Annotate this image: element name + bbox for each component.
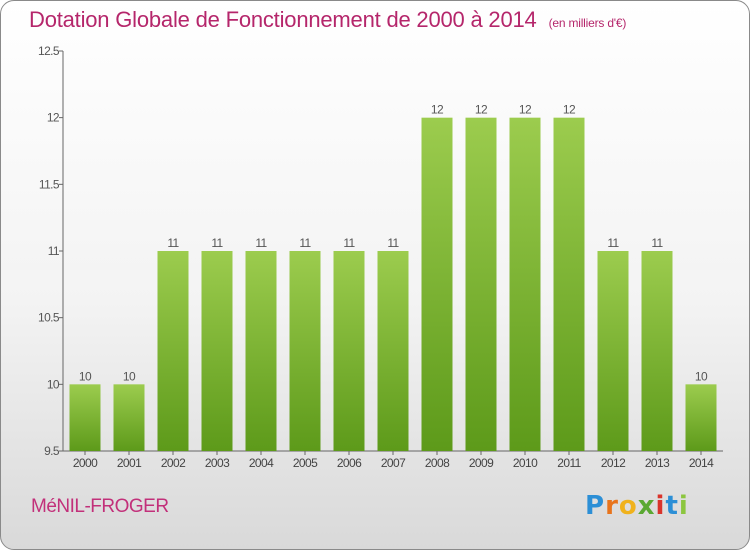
data-label: 11	[299, 236, 311, 250]
data-label: 12	[519, 103, 532, 117]
data-label: 11	[211, 236, 223, 250]
logo-letter: r	[605, 491, 619, 521]
logo-letter: i	[678, 491, 689, 521]
commune-name: MéNIL-FROGER	[31, 496, 169, 517]
data-label: 11	[651, 236, 663, 250]
y-tick-label: 10.5	[38, 311, 60, 325]
data-label: 12	[563, 103, 576, 117]
x-tick-label: 2002	[161, 456, 186, 470]
bar	[421, 117, 453, 452]
bar	[597, 251, 629, 451]
x-tick-label: 2006	[337, 456, 362, 470]
x-tick-label: 2012	[601, 456, 626, 470]
data-label: 11	[607, 236, 619, 250]
logo-letter: P	[585, 491, 606, 521]
data-label: 10	[695, 369, 708, 383]
data-label: 10	[79, 369, 92, 383]
bar	[333, 251, 365, 451]
bar	[113, 384, 145, 451]
data-label: 11	[167, 236, 179, 250]
x-tick-label: 2014	[689, 456, 714, 470]
data-label: 11	[387, 236, 399, 250]
x-tick-label: 2001	[117, 456, 142, 470]
y-tick-label: 11.5	[39, 177, 60, 191]
chart-title: Dotation Globale de Fonctionnement de 20…	[29, 7, 626, 33]
chart-title-text: Dotation Globale de Fonctionnement de 20…	[29, 7, 537, 32]
x-tick-label: 2013	[645, 456, 670, 470]
y-tick-label: 12.5	[38, 44, 60, 58]
data-label: 12	[475, 103, 488, 117]
x-tick-label: 2007	[381, 456, 406, 470]
x-tick-label: 2004	[249, 456, 274, 470]
bar	[641, 251, 673, 451]
bar	[69, 384, 101, 451]
data-label: 11	[343, 236, 355, 250]
x-tick-label: 2005	[293, 456, 318, 470]
logo-letter: o	[618, 491, 638, 521]
bar	[685, 384, 717, 451]
x-tick-label: 2009	[469, 456, 494, 470]
bar	[509, 117, 541, 452]
bar	[377, 251, 409, 451]
bar	[553, 117, 585, 452]
y-tick-label: 10	[47, 377, 60, 391]
x-tick-label: 2000	[73, 456, 98, 470]
y-tick-label: 12	[47, 111, 60, 125]
data-label: 11	[255, 236, 267, 250]
bar	[289, 251, 321, 451]
bar	[245, 251, 277, 451]
x-tick-label: 2008	[425, 456, 450, 470]
logo-letter: t	[665, 491, 679, 521]
logo-letter: i	[655, 491, 666, 521]
bar	[157, 251, 189, 451]
bar	[465, 117, 497, 452]
x-tick-label: 2010	[513, 456, 538, 470]
bar	[201, 251, 233, 451]
data-label: 10	[123, 369, 136, 383]
x-tick-label: 2003	[205, 456, 230, 470]
logo-letter: x	[637, 491, 656, 521]
proxiti-logo: Proxiti	[585, 491, 689, 521]
chart-subtitle: (en milliers d'€)	[548, 16, 627, 30]
x-tick-label: 2011	[557, 456, 581, 470]
y-tick-label: 11	[48, 244, 60, 258]
y-tick-label: 9.5	[44, 444, 60, 458]
data-label: 12	[431, 103, 444, 117]
